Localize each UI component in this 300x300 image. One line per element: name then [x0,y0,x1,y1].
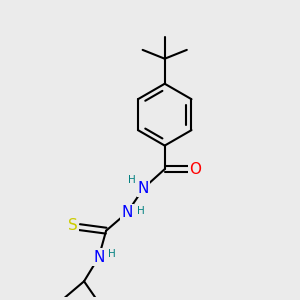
Text: H: H [108,249,116,259]
Text: O: O [189,162,201,177]
Text: N: N [138,181,149,196]
Text: H: H [128,175,136,185]
Text: S: S [68,218,78,233]
Text: H: H [137,206,145,216]
Text: N: N [122,205,133,220]
Text: N: N [93,250,104,265]
